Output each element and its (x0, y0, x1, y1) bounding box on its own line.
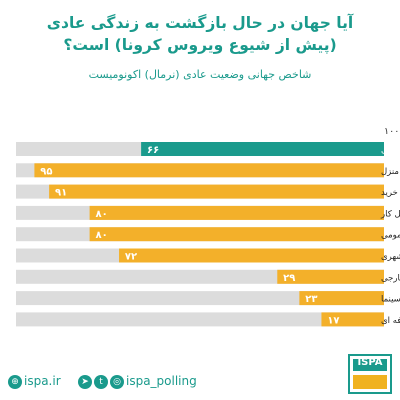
data-label: ۶۶ (147, 145, 159, 156)
bar (277, 269, 384, 284)
data-label: ۹۱ (55, 188, 67, 199)
bar (89, 227, 384, 242)
logo-top-band (353, 359, 387, 371)
data-label: ۲۳ (305, 294, 317, 305)
instagram-icon: ◎ (110, 374, 124, 389)
bar (119, 248, 384, 263)
data-label: ۲۹ (283, 273, 295, 284)
handle-text: ispa_polling (126, 374, 197, 388)
category-label: حمل و نقل عمومی (381, 231, 400, 241)
bar (141, 142, 384, 156)
chart-title: آیا جهان در حال بازگشت به زندگی عادی (پی… (10, 12, 390, 56)
bar-track (16, 312, 384, 327)
ispa-logo: ISPA (348, 354, 392, 394)
category-label: میانگین شاخص وضعیت عادی (381, 145, 400, 156)
category-label: سپری کردن زمان بیرون از منزل (381, 167, 400, 177)
category-label: حضور در رویدادهای ورزشی حرفه ای (381, 316, 400, 326)
chart-subtitle: شاخص جهانی وضعیت عادی (نرمال) اکونومیست (88, 68, 312, 81)
globe-icon: ⊕ (8, 374, 22, 389)
data-label: ۸۰ (95, 230, 107, 241)
value-axis-label: امتیاز از ۱۰۰ (384, 126, 400, 137)
telegram-icon: ➤ (78, 374, 92, 389)
bar (299, 291, 384, 306)
logo-bottom-band (353, 375, 387, 389)
category-label: گشت زنی و رفتن به فروشگاه و خرید (381, 187, 400, 198)
twitter-icon: t (94, 374, 108, 389)
bar (321, 312, 384, 327)
bar-track (16, 291, 384, 306)
website-link[interactable]: ⊕ ispa.ir (8, 374, 61, 389)
data-label: ۹۵ (40, 166, 52, 177)
category-label: حضور در ادارات و محل کار (380, 209, 400, 219)
category-label: درآمد گیشه های سینما (381, 293, 400, 305)
data-label: ۸۰ (95, 209, 107, 220)
data-label: ۷۲ (125, 252, 137, 263)
footer: ⊕ ispa.ir ➤ t ◎ ispa_polling ISPA (0, 354, 400, 400)
website-text: ispa.ir (24, 374, 61, 388)
category-label: ترافیک شهری (381, 252, 400, 262)
title-line-1: آیا جهان در حال بازگشت به زندگی عادی (46, 14, 354, 32)
title-line-2: (پیش از شیوع ویروس کرونا) است؟ (63, 36, 337, 54)
category-label: پروازهای داخلی و خارجی (381, 273, 400, 283)
bar (49, 184, 385, 199)
bar (34, 163, 385, 178)
data-label: ۱۷ (327, 315, 339, 326)
logo-text: ISPA (357, 357, 383, 368)
bar (89, 205, 384, 220)
social-handle[interactable]: ➤ t ◎ ispa_polling (78, 374, 197, 389)
